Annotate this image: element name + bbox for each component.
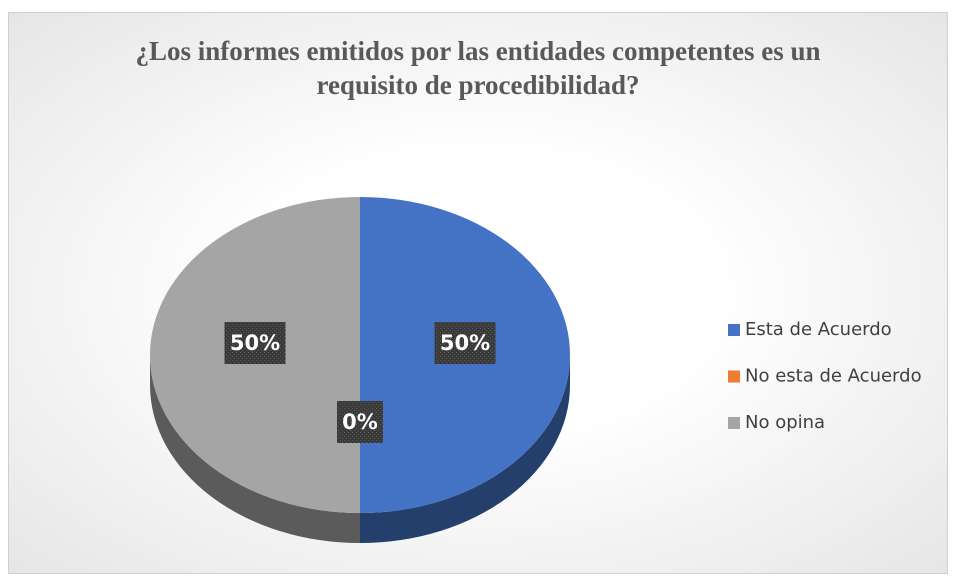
slice-side	[360, 355, 570, 543]
chart-title: ¿Los informes emitidos por las entidades…	[135, 36, 821, 100]
legend-swatch	[728, 417, 740, 429]
legend-swatch	[728, 370, 740, 383]
data-label: 50%	[230, 331, 280, 355]
data-label-box	[434, 322, 496, 364]
data-label: 0%	[342, 410, 378, 434]
data-label-box	[337, 401, 383, 443]
legend-label: No opina	[745, 412, 825, 433]
data-label-box	[224, 322, 286, 364]
legend-swatch	[728, 324, 740, 336]
data-label: 50%	[440, 331, 490, 355]
slice-side	[150, 355, 360, 543]
legend-label: Esta de Acuerdo	[745, 319, 892, 340]
legend-label: No esta de Acuerdo	[745, 366, 922, 387]
